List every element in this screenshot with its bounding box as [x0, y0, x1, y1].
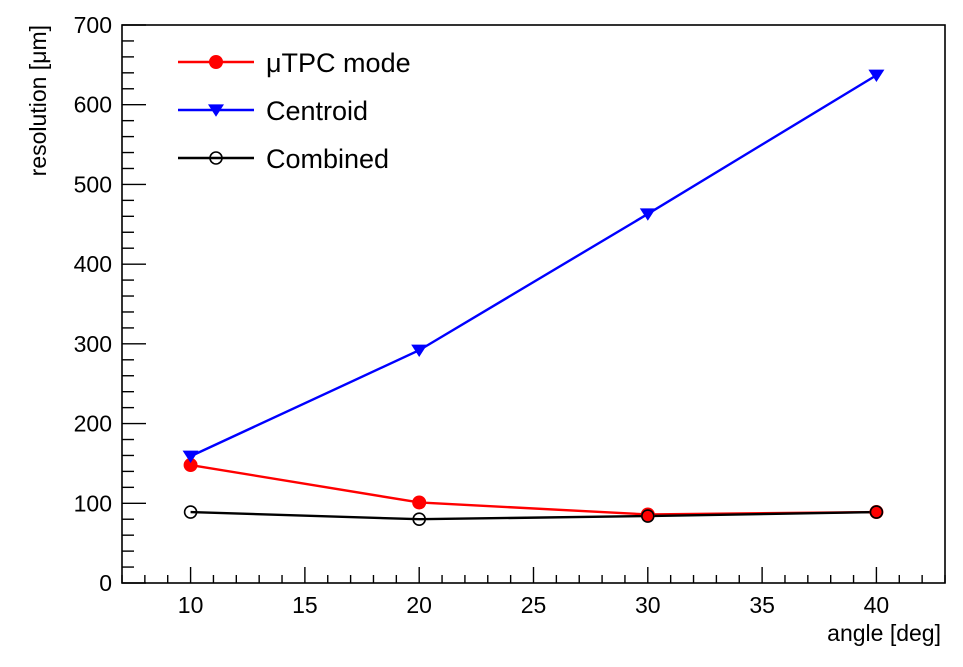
- legend-label: Combined: [266, 144, 389, 174]
- data-point: [412, 495, 427, 510]
- legend-label: μTPC mode: [266, 48, 411, 78]
- data-point: [868, 69, 885, 83]
- x-tick-label: 15: [292, 592, 318, 618]
- legend: μTPC mode Centroid Combined: [178, 48, 411, 174]
- y-tick-label: 600: [74, 92, 112, 118]
- y-tick-label: 700: [74, 12, 112, 38]
- x-tick-label: 25: [521, 592, 547, 618]
- y-tick-label: 400: [74, 251, 112, 277]
- axis-ticks: [121, 24, 946, 584]
- legend-label: Centroid: [266, 96, 368, 126]
- y-tick-label: 300: [74, 331, 112, 357]
- y-tick-label: 200: [74, 411, 112, 437]
- y-tick-label: 100: [74, 490, 112, 516]
- data-point: [641, 509, 655, 523]
- series-line-2: [190, 510, 877, 521]
- x-tick-label: 40: [864, 592, 890, 618]
- series-lines: [190, 74, 878, 521]
- y-tick-label: 500: [74, 171, 112, 197]
- data-point: [869, 505, 884, 519]
- data-point: [412, 512, 426, 527]
- y-tick-label: 0: [99, 570, 112, 596]
- y-axis-title: resolution [μm]: [25, 25, 51, 176]
- data-point: [411, 344, 428, 358]
- legend-marker: [208, 104, 224, 117]
- x-tick-label: 30: [635, 592, 661, 618]
- data-point: [183, 505, 198, 519]
- x-axis-title: angle [deg]: [827, 620, 941, 646]
- x-tick-label: 35: [749, 592, 775, 618]
- data-point: [639, 208, 656, 221]
- series-line-0: [190, 463, 877, 516]
- x-tick-label: 10: [178, 592, 204, 618]
- legend-marker: [209, 55, 223, 69]
- data-point: [182, 450, 199, 464]
- legend-marker: [209, 151, 223, 165]
- series-markers: [182, 69, 885, 527]
- series-line-1: [190, 74, 878, 458]
- x-tick-label: 20: [406, 592, 432, 618]
